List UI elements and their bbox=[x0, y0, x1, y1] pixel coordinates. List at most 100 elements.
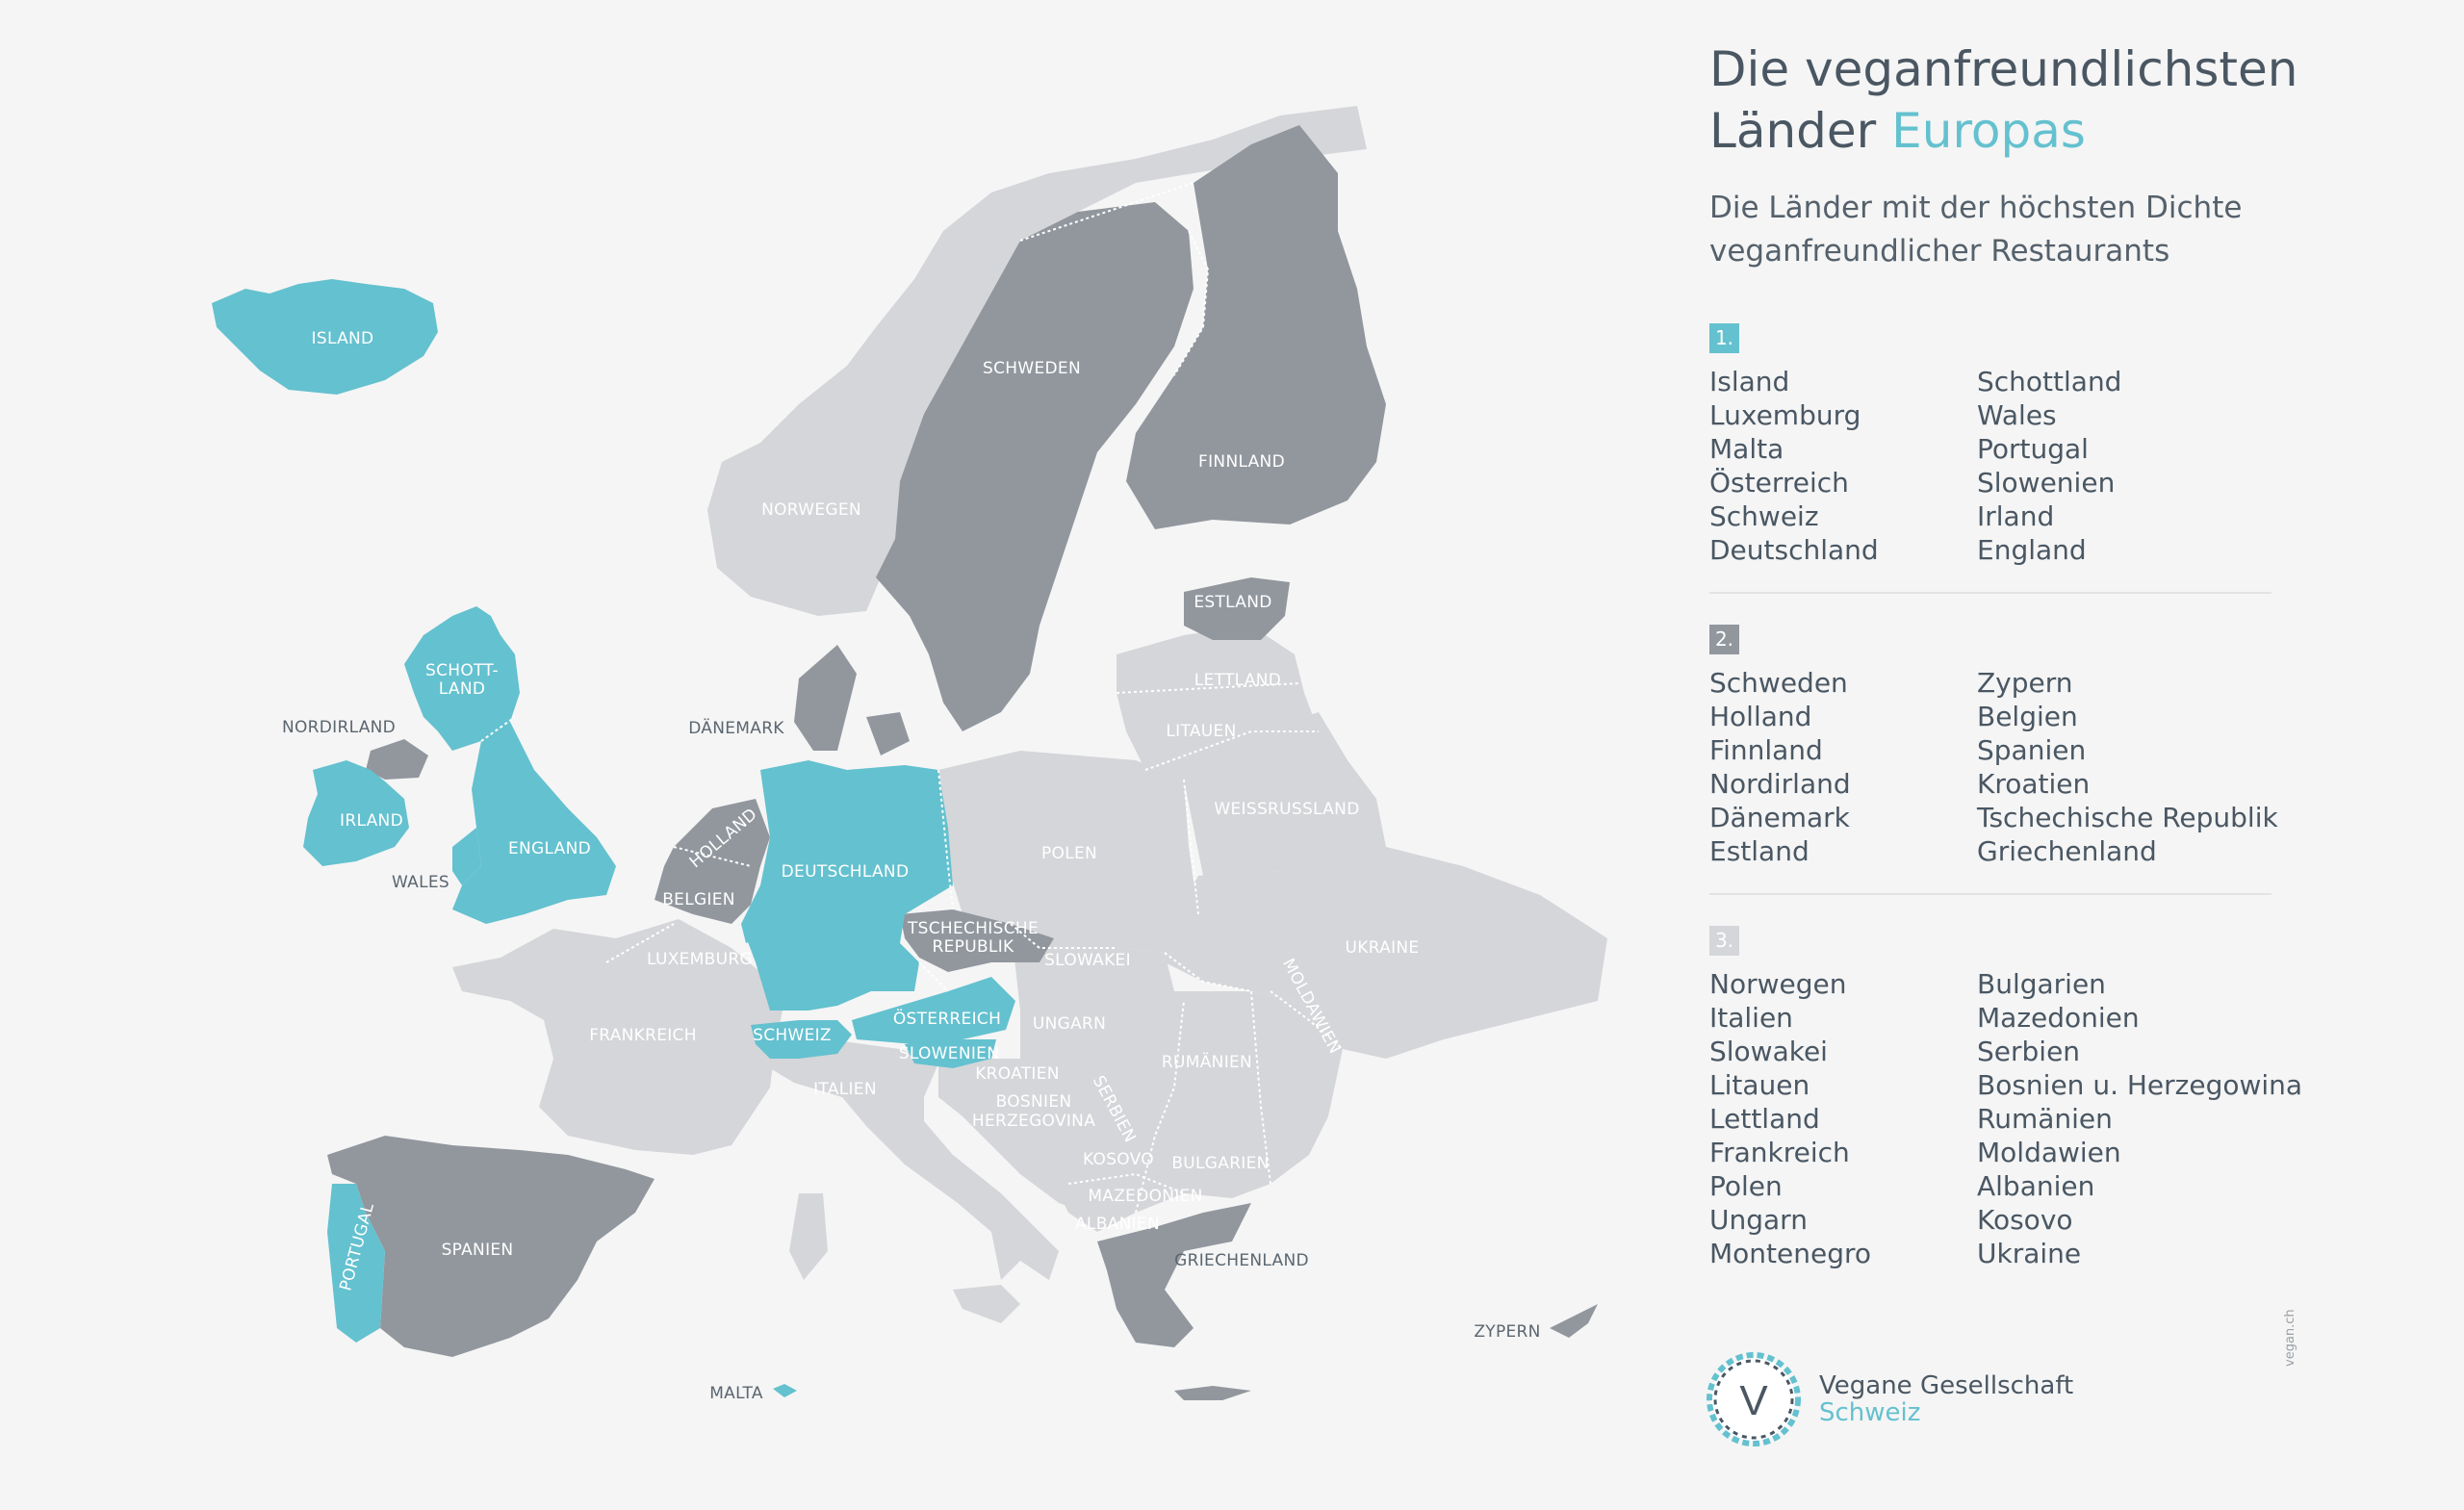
rank-country: Bosnien u. Herzegowina bbox=[1977, 1069, 2303, 1101]
country-irland[interactable] bbox=[303, 760, 409, 866]
country-daenemark[interactable] bbox=[794, 645, 857, 751]
rank-country: Kroatien bbox=[1977, 768, 2091, 800]
rank-column: Norwegen Italien Slowakei Litauen Lettland Fr… bbox=[1709, 967, 1977, 1270]
rank-country: Griechenland bbox=[1977, 835, 2157, 867]
label-england: ENGLAND bbox=[508, 839, 591, 858]
label-schottland-2: LAND bbox=[439, 679, 486, 699]
country-griechenland[interactable] bbox=[1097, 1203, 1251, 1347]
rank-country: Albanien bbox=[1977, 1170, 2095, 1202]
country-polen[interactable] bbox=[938, 751, 1198, 953]
label-albanien: ALBANIEN bbox=[1075, 1215, 1160, 1234]
rank-country: Norwegen bbox=[1709, 968, 1847, 1000]
label-wales: WALES bbox=[392, 873, 449, 892]
rank-badge: 2. bbox=[1709, 625, 1739, 654]
rank-country: Portugal bbox=[1977, 433, 2089, 465]
label-nordirland: NORDIRLAND bbox=[282, 718, 396, 737]
label-oesterreich: ÖSTERREICH bbox=[893, 1008, 1001, 1029]
label-slowenien: SLOWENIEN bbox=[899, 1044, 999, 1063]
logo-letter: V bbox=[1739, 1377, 1768, 1424]
country-schweiz[interactable] bbox=[751, 1020, 852, 1059]
rank-country: Montenegro bbox=[1709, 1238, 1872, 1269]
country-italien[interactable] bbox=[760, 1039, 1059, 1280]
rank-badge: 1. bbox=[1709, 323, 1739, 353]
rank-country: Dänemark bbox=[1709, 802, 1850, 833]
country-daenemark-insel[interactable] bbox=[866, 712, 910, 755]
rank-country: Estland bbox=[1709, 835, 1810, 867]
label-rumaenien: RUMÄNIEN bbox=[1162, 1052, 1252, 1072]
rank-column: Zypern Belgien Spanien Kroatien Tschechische… bbox=[1977, 666, 2278, 868]
country-oesterreich[interactable] bbox=[852, 977, 1015, 1044]
rank-country: Island bbox=[1709, 366, 1790, 397]
rank-country: Malta bbox=[1709, 433, 1784, 465]
label-malta: MALTA bbox=[709, 1384, 763, 1403]
ranking-list: 1. Island Luxemburg Malta Österreich Schweiz D… bbox=[1709, 323, 2306, 1270]
rank-country: Belgien bbox=[1977, 701, 2078, 732]
rank-columns: Island Luxemburg Malta Österreich Schweiz Deu… bbox=[1709, 365, 2306, 567]
rank-country: Litauen bbox=[1709, 1069, 1810, 1101]
title-line-1: Die veganfreundlichsten bbox=[1709, 41, 2298, 97]
label-lettland: LETTLAND bbox=[1194, 671, 1281, 690]
label-estland: ESTLAND bbox=[1194, 593, 1271, 612]
label-schweden: SCHWEDEN bbox=[983, 359, 1081, 378]
rank-column: Schottland Wales Portugal Slowenien Irland En… bbox=[1977, 365, 2245, 567]
label-deutschland: DEUTSCHLAND bbox=[782, 862, 910, 882]
rank-country: Kosovo bbox=[1977, 1204, 2073, 1236]
country-finnland[interactable] bbox=[1126, 125, 1386, 529]
rank-badge: 3. bbox=[1709, 926, 1739, 956]
label-ungarn: UNGARN bbox=[1033, 1014, 1106, 1034]
label-mazedonien: MAZEDONIEN bbox=[1088, 1187, 1202, 1206]
rank-country: Holland bbox=[1709, 701, 1812, 732]
country-kroatien-bosnien[interactable] bbox=[938, 1059, 1088, 1213]
country-island[interactable] bbox=[212, 279, 438, 395]
rank-country: Irland bbox=[1977, 500, 2055, 532]
country-kreta[interactable] bbox=[1174, 1386, 1251, 1400]
country-sizilien[interactable] bbox=[953, 1285, 1020, 1323]
europe-map: ISLAND SCHWEDEN FINNLAND NORWEGEN ESTLAN… bbox=[212, 106, 1607, 1403]
rank-country: Slowakei bbox=[1709, 1036, 1828, 1067]
rank-country: Serbien bbox=[1977, 1036, 2081, 1067]
logo-line-1: Vegane Gesellschaft bbox=[1819, 1371, 2074, 1400]
rank-country: Finnland bbox=[1709, 734, 1823, 766]
country-malta[interactable] bbox=[773, 1384, 797, 1397]
label-tschechien-1: TSCHECHISCHE bbox=[907, 919, 1039, 938]
country-schottland[interactable] bbox=[404, 606, 520, 751]
label-bulgarien: BULGARIEN bbox=[1171, 1154, 1269, 1173]
rank-country: Rumänien bbox=[1977, 1103, 2113, 1135]
country-wales[interactable] bbox=[452, 828, 481, 885]
rank-country: Lettland bbox=[1709, 1103, 1820, 1135]
label-schweiz: SCHWEIZ bbox=[753, 1026, 832, 1045]
rank-country: Polen bbox=[1709, 1170, 1783, 1202]
country-estland[interactable] bbox=[1184, 577, 1290, 640]
country-zypern[interactable] bbox=[1550, 1304, 1598, 1338]
rank-country: Spanien bbox=[1977, 734, 2087, 766]
country-england[interactable] bbox=[452, 722, 616, 924]
title-line-2-plain: Länder bbox=[1709, 103, 1877, 159]
rank-column: Schweden Holland Finnland Nordirland Dänemar… bbox=[1709, 666, 1977, 868]
rank-column: Bulgarien Mazedonien Serbien Bosnien u. Her… bbox=[1977, 967, 2303, 1270]
rank-group-1: 1. Island Luxemburg Malta Österreich Schweiz D… bbox=[1709, 323, 2306, 594]
country-norwegen[interactable] bbox=[707, 106, 1367, 616]
page-subtitle: Die Länder mit der höchsten Dichte vegan… bbox=[1709, 187, 2306, 273]
country-ukraine[interactable] bbox=[1165, 847, 1607, 1059]
country-luxemburg[interactable] bbox=[741, 919, 760, 943]
country-spanien[interactable] bbox=[327, 1136, 654, 1357]
label-luxemburg: LUXEMBURG bbox=[647, 950, 753, 969]
country-deutschland[interactable] bbox=[741, 760, 953, 1011]
country-portugal[interactable] bbox=[327, 1184, 385, 1343]
rank-country: Slowenien bbox=[1977, 467, 2116, 499]
country-holland-belgien[interactable] bbox=[654, 799, 770, 924]
country-sardinien[interactable] bbox=[789, 1193, 828, 1280]
country-frankreich[interactable] bbox=[452, 919, 784, 1155]
label-bosnien-1: BOSNIEN bbox=[996, 1092, 1072, 1112]
logo: V Vegane Gesellschaft Schweiz bbox=[1702, 1347, 2073, 1451]
country-slowenien[interactable] bbox=[905, 1039, 996, 1068]
rank-country: Schottland bbox=[1977, 366, 2122, 397]
country-weissrussland[interactable] bbox=[1184, 712, 1386, 876]
country-nordirland[interactable] bbox=[366, 739, 428, 780]
country-schweden[interactable] bbox=[876, 202, 1194, 731]
country-balkan-osteuropa[interactable] bbox=[1011, 924, 1343, 1232]
label-finnland: FINNLAND bbox=[1198, 452, 1285, 472]
label-italien: ITALIEN bbox=[813, 1080, 877, 1099]
subtitle-line-1: Die Länder mit der höchsten Dichte bbox=[1709, 191, 2243, 225]
country-tschechien[interactable] bbox=[900, 909, 1054, 972]
